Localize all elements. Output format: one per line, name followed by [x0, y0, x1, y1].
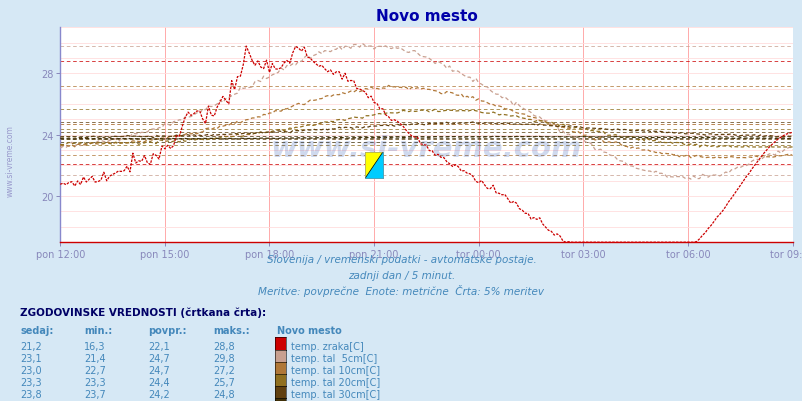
Text: maks.:: maks.:	[213, 326, 249, 336]
Text: 27,2: 27,2	[213, 365, 234, 375]
Text: 24,8: 24,8	[213, 389, 234, 399]
Text: 28,8: 28,8	[213, 341, 234, 351]
Text: 21,4: 21,4	[84, 353, 106, 363]
Text: Meritve: povprečne  Enote: metrične  Črta: 5% meritev: Meritve: povprečne Enote: metrične Črta:…	[258, 285, 544, 297]
Text: 23,3: 23,3	[84, 377, 106, 387]
Text: 24,7: 24,7	[148, 365, 170, 375]
Text: www.si-vreme.com: www.si-vreme.com	[270, 134, 581, 162]
Text: temp. tal 30cm[C]: temp. tal 30cm[C]	[291, 389, 380, 399]
Text: www.si-vreme.com: www.si-vreme.com	[6, 125, 15, 196]
Text: ZGODOVINSKE VREDNOSTI (črtkana črta):: ZGODOVINSKE VREDNOSTI (črtkana črta):	[20, 306, 266, 317]
Text: 23,8: 23,8	[20, 389, 42, 399]
Text: 24,4: 24,4	[148, 377, 170, 387]
Text: temp. tal 20cm[C]: temp. tal 20cm[C]	[291, 377, 380, 387]
Text: 23,1: 23,1	[20, 353, 42, 363]
Text: Slovenija / vremenski podatki - avtomatske postaje.: Slovenija / vremenski podatki - avtomats…	[266, 255, 536, 265]
Text: zadnji dan / 5 minut.: zadnji dan / 5 minut.	[347, 271, 455, 281]
Text: 24,2: 24,2	[148, 389, 170, 399]
Text: Novo mesto: Novo mesto	[277, 326, 342, 336]
Text: 25,7: 25,7	[213, 377, 234, 387]
Text: povpr.:: povpr.:	[148, 326, 187, 336]
Text: 21,2: 21,2	[20, 341, 42, 351]
Title: Novo mesto: Novo mesto	[375, 9, 476, 24]
Text: 16,3: 16,3	[84, 341, 106, 351]
Text: 29,8: 29,8	[213, 353, 234, 363]
Text: min.:: min.:	[84, 326, 112, 336]
Text: temp. tal 10cm[C]: temp. tal 10cm[C]	[291, 365, 380, 375]
Text: temp. zraka[C]: temp. zraka[C]	[291, 341, 364, 351]
Text: sedaj:: sedaj:	[20, 326, 54, 336]
Text: 22,1: 22,1	[148, 341, 170, 351]
Text: 22,7: 22,7	[84, 365, 106, 375]
Text: 23,0: 23,0	[20, 365, 42, 375]
Text: 23,3: 23,3	[20, 377, 42, 387]
Text: 23,7: 23,7	[84, 389, 106, 399]
Text: 24,7: 24,7	[148, 353, 170, 363]
Text: temp. tal  5cm[C]: temp. tal 5cm[C]	[291, 353, 377, 363]
